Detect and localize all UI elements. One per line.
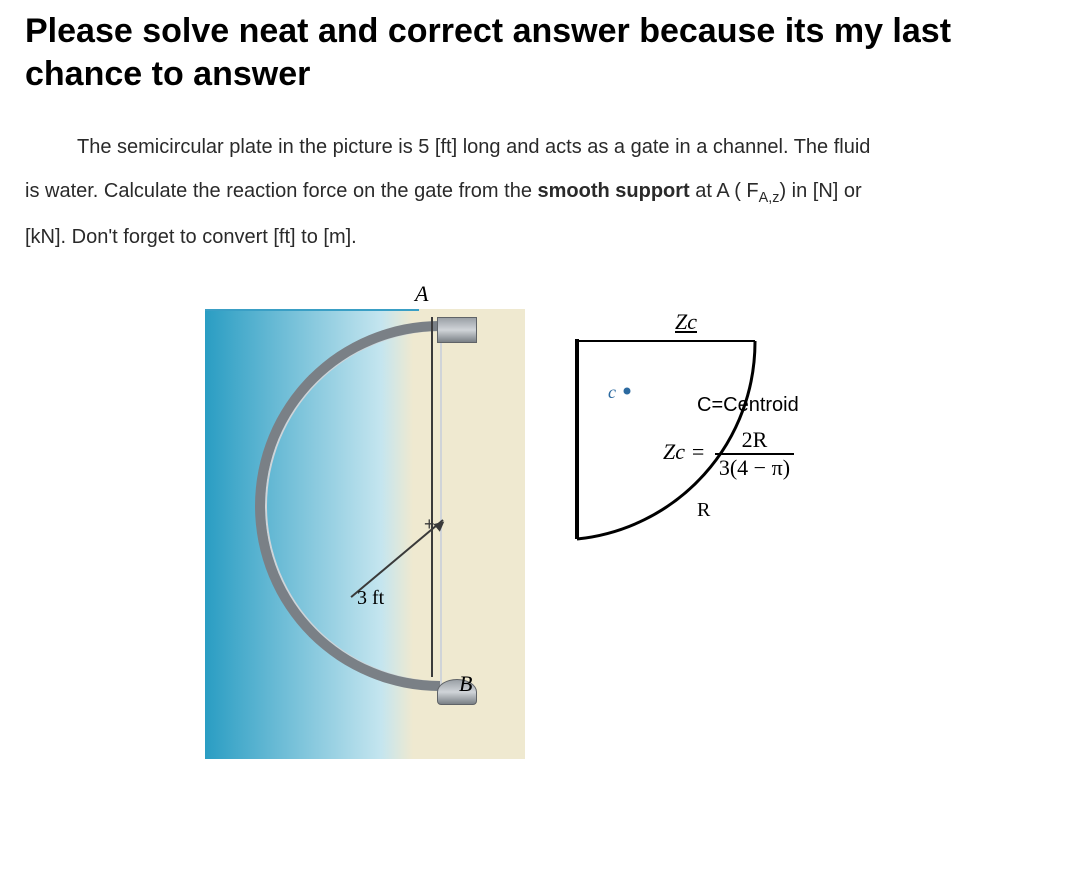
problem-line2c: at A ( F [690, 180, 759, 202]
page-title: Please solve neat and correct answer bec… [25, 10, 1055, 95]
problem-line3: [kN]. Don't forget to convert [ft] to [m… [25, 226, 357, 248]
water-surface-line [205, 309, 419, 311]
centroid-caption: C=Centroid [697, 394, 799, 417]
problem-line2a: is water. Calculate the reaction force o… [25, 180, 538, 202]
formula-denominator: 3(4 − π) [715, 455, 794, 481]
radius-label: 3 ft [357, 587, 384, 610]
centroid-diagram: Zc c C=Centroid Zc = 2R 3(4 − π) R [575, 309, 875, 564]
centroid-formula: Zc = 2R 3(4 − π) [663, 427, 794, 481]
figures-row: + A B 3 ft Zc c C=Centroid Zc = 2R 3(4 −… [205, 309, 1055, 759]
problem-line2d: ) in [N] or [779, 180, 861, 202]
formula-fraction: 2R 3(4 − π) [715, 427, 794, 481]
zc-top-label: Zc [675, 309, 875, 335]
vertical-axis-line [431, 317, 433, 677]
semicircular-gate-icon [255, 321, 440, 691]
problem-line1: The semicircular plate in the picture is… [77, 136, 870, 158]
problem-line2b-bold: smooth support [538, 180, 690, 202]
formula-numerator: 2R [715, 427, 794, 455]
problem-subscript: A,z [759, 190, 780, 206]
problem-statement: The semicircular plate in the picture is… [25, 125, 1055, 259]
gate-diagram: + A B 3 ft [205, 309, 525, 759]
label-a: A [415, 281, 428, 307]
label-b: B [459, 671, 472, 697]
r-label: R [697, 499, 710, 522]
svg-text:c: c [608, 382, 616, 402]
formula-lhs: Zc = [663, 439, 705, 464]
support-a-icon [437, 317, 477, 343]
